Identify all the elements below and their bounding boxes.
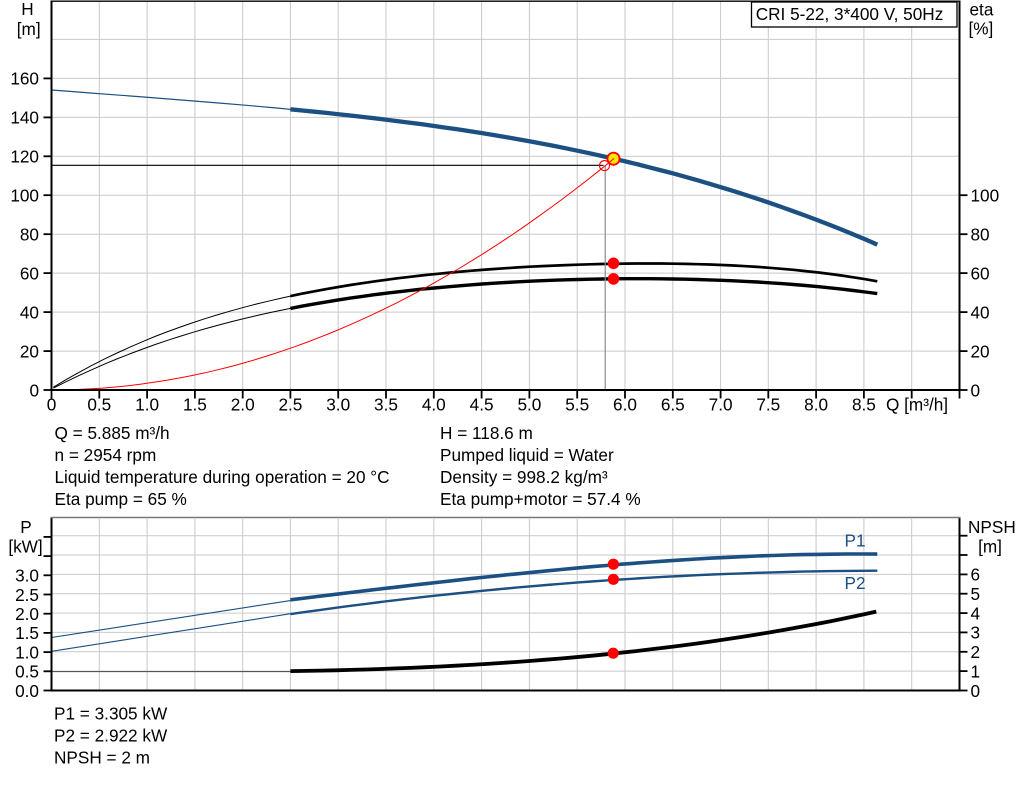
svg-text:0: 0 (971, 380, 981, 400)
svg-text:5.5: 5.5 (565, 395, 589, 415)
svg-text:Liquid temperature during oper: Liquid temperature during operation = 20… (55, 467, 390, 487)
svg-text:Q = 5.885 m³/h: Q = 5.885 m³/h (55, 423, 170, 443)
svg-text:1.0: 1.0 (135, 395, 159, 415)
svg-text:5: 5 (971, 584, 981, 604)
svg-text:[m]: [m] (978, 537, 1002, 557)
svg-text:80: 80 (20, 225, 39, 245)
svg-text:NPSH: NPSH (968, 517, 1016, 537)
svg-text:7.5: 7.5 (756, 395, 780, 415)
svg-text:1: 1 (971, 661, 981, 681)
svg-text:4.0: 4.0 (422, 395, 446, 415)
svg-text:6.5: 6.5 (661, 395, 685, 415)
svg-text:5.0: 5.0 (517, 395, 541, 415)
svg-text:Eta pump = 65 %: Eta pump = 65 % (55, 489, 187, 509)
svg-text:8.5: 8.5 (852, 395, 876, 415)
svg-text:2.0: 2.0 (231, 395, 255, 415)
svg-text:1.5: 1.5 (183, 395, 207, 415)
svg-text:P: P (20, 517, 31, 537)
svg-text:20: 20 (20, 341, 39, 361)
svg-text:[%]: [%] (969, 18, 994, 38)
svg-text:P1: P1 (845, 531, 866, 551)
svg-text:Density = 998.2 kg/m³: Density = 998.2 kg/m³ (440, 467, 608, 487)
svg-text:0: 0 (971, 681, 981, 701)
svg-text:0.5: 0.5 (87, 395, 111, 415)
svg-text:Q [m³/h]: Q [m³/h] (886, 395, 948, 415)
svg-text:Eta pump+motor = 57.4 %: Eta pump+motor = 57.4 % (440, 489, 641, 509)
svg-text:120: 120 (10, 147, 39, 167)
svg-text:2.0: 2.0 (15, 604, 39, 624)
svg-text:3.0: 3.0 (326, 395, 350, 415)
svg-text:6.0: 6.0 (613, 395, 637, 415)
svg-text:eta: eta (970, 0, 994, 19)
svg-text:P2 = 2.922 kW: P2 = 2.922 kW (54, 726, 168, 746)
svg-text:NPSH = 2 m: NPSH = 2 m (54, 748, 150, 768)
svg-text:100: 100 (971, 186, 1000, 206)
svg-text:0.0: 0.0 (15, 681, 39, 701)
svg-text:4.5: 4.5 (470, 395, 494, 415)
svg-text:3: 3 (971, 623, 981, 643)
svg-text:CRI 5-22, 3*400 V, 50Hz: CRI 5-22, 3*400 V, 50Hz (756, 4, 944, 24)
svg-text:160: 160 (10, 69, 39, 89)
svg-text:H: H (21, 0, 33, 19)
svg-text:Pumped liquid = Water: Pumped liquid = Water (440, 445, 614, 465)
svg-text:7.0: 7.0 (709, 395, 733, 415)
svg-text:0: 0 (29, 380, 39, 400)
svg-text:60: 60 (971, 263, 990, 283)
svg-text:2: 2 (971, 642, 981, 662)
svg-text:40: 40 (971, 302, 990, 322)
svg-text:[m]: [m] (17, 19, 41, 39)
svg-text:60: 60 (20, 263, 39, 283)
svg-text:H = 118.6 m: H = 118.6 m (440, 423, 533, 443)
svg-text:3.5: 3.5 (374, 395, 398, 415)
svg-text:100: 100 (10, 186, 39, 206)
svg-text:n = 2954 rpm: n = 2954 rpm (55, 445, 157, 465)
svg-text:2.5: 2.5 (278, 395, 302, 415)
svg-text:20: 20 (971, 341, 990, 361)
svg-text:140: 140 (10, 108, 39, 128)
svg-text:0: 0 (47, 395, 57, 415)
svg-text:0.5: 0.5 (15, 662, 39, 682)
svg-text:P2: P2 (845, 573, 866, 593)
svg-text:1.5: 1.5 (15, 623, 39, 643)
svg-text:1.0: 1.0 (15, 642, 39, 662)
svg-text:40: 40 (20, 302, 39, 322)
svg-text:8.0: 8.0 (804, 395, 828, 415)
svg-text:4: 4 (971, 603, 981, 623)
svg-text:2.5: 2.5 (15, 585, 39, 605)
svg-text:3.0: 3.0 (15, 566, 39, 586)
svg-text:[kW]: [kW] (8, 537, 42, 557)
svg-text:80: 80 (971, 225, 990, 245)
svg-text:6: 6 (971, 565, 981, 585)
svg-text:P1 = 3.305 kW: P1 = 3.305 kW (54, 703, 168, 723)
